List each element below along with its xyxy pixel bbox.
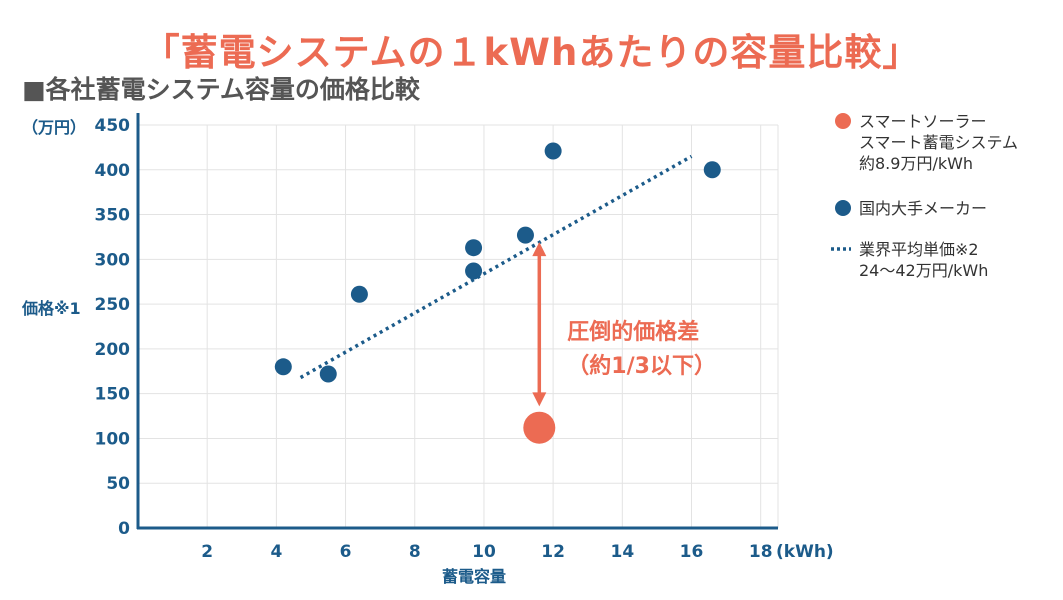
y-tick-label: 50 <box>106 474 130 494</box>
y-unit-label: （万円） <box>22 118 86 137</box>
chart-subtitle: ■各社蓄電システム容量の価格比較 <box>22 75 420 104</box>
x-tick-label: 14 <box>610 542 634 562</box>
trendline <box>299 154 693 380</box>
y-tick-label: 150 <box>95 385 131 405</box>
y-axis-label: 価格※1 <box>21 299 81 318</box>
gap-arrow-head-down <box>532 392 547 407</box>
x-tick-label: 8 <box>409 542 421 562</box>
y-tick-label: 450 <box>95 116 131 136</box>
legend-marker <box>835 200 851 216</box>
legend-text: 国内大手メーカー <box>859 199 987 218</box>
y-tick-label: 400 <box>95 161 131 181</box>
maker-point <box>319 365 337 383</box>
maker-point <box>703 161 721 179</box>
legend-text: スマート蓄電システム <box>859 133 1018 152</box>
maker-point <box>465 262 483 280</box>
gap-arrow-head-up <box>532 242 547 257</box>
x-tick-label: 10 <box>472 542 496 562</box>
legend-text: 業界平均単価※2 <box>859 240 979 259</box>
legend-text: 約8.9万円/kWh <box>859 154 973 173</box>
x-tick-label: 18 <box>749 542 773 562</box>
y-tick-label: 300 <box>95 250 131 270</box>
y-tick-label: 100 <box>95 429 131 449</box>
x-tick-label: 2 <box>201 542 213 562</box>
grid-lines <box>138 124 779 528</box>
gap-annotation-label: 圧倒的価格差 <box>567 319 699 345</box>
axis-labels: （万円） 価格※1 (kWh) 蓄電容量 <box>21 118 834 586</box>
x-tick-label: 16 <box>680 542 704 562</box>
legend-text: スマートソーラー <box>859 112 987 131</box>
x-axis-label: 蓄電容量 <box>442 567 506 586</box>
maker-point <box>544 142 562 160</box>
axes <box>136 113 778 530</box>
x-tick-label: 4 <box>270 542 282 562</box>
y-tick-label: 250 <box>95 295 131 315</box>
legend-text: 24〜42万円/kWh <box>859 261 988 280</box>
maker-point <box>516 226 534 244</box>
gap-annotation-label: （約1/3以下） <box>567 353 716 379</box>
y-tick-label: 200 <box>95 340 131 360</box>
tick-labels: 0 50 100 150 200 250 300 350 400 450 2 4 6 8 10 12 14 16 1… <box>95 116 773 562</box>
maker-point <box>350 285 368 303</box>
page-title: 「蓄電システムの１kWhあたりの容量比較」 <box>142 31 921 74</box>
x-unit-label: (kWh) <box>776 542 834 562</box>
y-tick-label: 350 <box>95 206 131 226</box>
smart-solar-point <box>523 411 556 444</box>
x-tick-label: 6 <box>340 542 352 562</box>
legend-marker <box>835 113 851 129</box>
price-gap-annotation: 圧倒的価格差 （約1/3以下） <box>532 242 716 407</box>
y-tick-label: 0 <box>118 519 130 539</box>
maker-point <box>465 239 483 257</box>
data-points <box>274 142 721 444</box>
trendline-path <box>299 154 693 380</box>
x-tick-label: 12 <box>541 542 565 562</box>
maker-point <box>274 358 292 376</box>
